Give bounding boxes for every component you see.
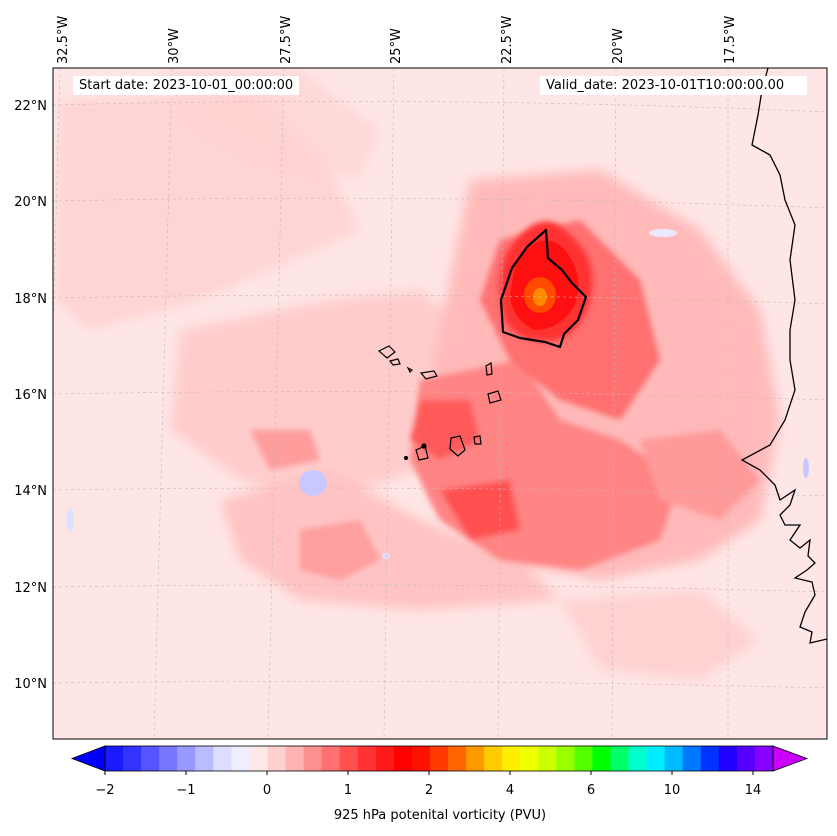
lat-label: 22°N	[14, 99, 47, 114]
colorbar-tick-label: 1	[344, 783, 352, 798]
latitude-labels: 22°N 20°N 18°N 16°N 14°N 12°N 10°N	[14, 99, 47, 692]
colorbar	[70, 745, 809, 775]
colorbar-tick-label: 10	[664, 783, 681, 798]
lon-label: 22.5°W	[500, 16, 515, 64]
colorbar-segment	[538, 746, 557, 771]
africa-coastline	[740, 68, 827, 644]
lat-label: 16°N	[14, 388, 47, 403]
cape-verde-islands	[377, 345, 502, 461]
start-date-label: Start date: 2023-10-01_00:00:00	[73, 76, 300, 95]
colorbar-segment	[393, 746, 413, 771]
lon-label: 17.5°W	[723, 16, 738, 64]
colorbar-segment	[105, 746, 124, 771]
lon-label: 20°W	[611, 28, 626, 64]
colorbar-segment	[303, 746, 323, 771]
longitude-labels: 32.5°W 30°W 27.5°W 25°W 22.5°W 20°W 17.5…	[56, 16, 738, 64]
colorbar-segment	[177, 746, 196, 771]
colorbar-segment	[664, 746, 684, 771]
colorbar-segment	[556, 746, 575, 771]
colorbar-extend-min	[70, 745, 106, 772]
colorbar-segment	[448, 746, 467, 771]
colorbar-segment	[646, 746, 666, 771]
colorbar-segment	[339, 746, 359, 771]
colorbar-segment	[357, 746, 377, 771]
lat-label: 12°N	[14, 581, 47, 596]
lat-label: 10°N	[14, 677, 47, 692]
colorbar-segment	[628, 746, 648, 771]
lon-label: 25°W	[389, 28, 404, 64]
lon-label: 30°W	[167, 28, 182, 64]
map-plot-area	[53, 68, 827, 739]
colorbar-segment	[466, 746, 485, 771]
colorbar-segment	[592, 746, 612, 771]
colorbar-segment	[502, 746, 521, 771]
colorbar-segment	[754, 746, 774, 771]
colorbar-segment	[718, 746, 738, 771]
lat-label: 14°N	[14, 484, 47, 499]
colorbar-segment	[213, 746, 232, 771]
valid-date-label: Valid_date: 2023-10-01T10:00:00.00	[540, 76, 807, 95]
colorbar-segment	[231, 746, 250, 771]
colorbar-segment	[159, 746, 178, 771]
colorbar-segment	[610, 746, 630, 771]
colorbar-segment	[411, 746, 431, 771]
colorbar-segment	[520, 746, 539, 771]
colorbar-frame	[104, 745, 774, 772]
colorbar-segment	[375, 746, 395, 771]
colorbar-segment	[141, 746, 160, 771]
colorbar-ticks: −2 −1 0 1 2 4 6 10 14	[95, 783, 761, 798]
pv-contour-line	[499, 228, 588, 349]
colorbar-segment	[195, 746, 214, 771]
lon-label: 27.5°W	[279, 16, 294, 64]
colorbar-tick-label: −1	[176, 783, 195, 798]
gridlines	[53, 68, 827, 739]
lat-label: 20°N	[14, 195, 47, 210]
colorbar-segment	[574, 746, 593, 771]
colorbar-segment	[321, 746, 341, 771]
colorbar-segment	[249, 746, 268, 771]
map-frame	[52, 67, 828, 740]
pv-negative-patches	[66, 229, 809, 559]
colorbar-segment	[123, 746, 142, 771]
lon-label: 32.5°W	[56, 16, 71, 64]
lat-label: 18°N	[14, 292, 47, 307]
colorbar-segment	[682, 746, 702, 771]
colorbar-tick-label: −2	[95, 783, 114, 798]
colorbar-tick-label: 6	[587, 783, 595, 798]
colorbar-tick-label: 0	[263, 783, 271, 798]
colorbar-segment	[285, 746, 305, 771]
colorbar-label: 925 hPa potenital vorticity (PVU)	[333, 808, 547, 823]
colorbar-segment	[429, 746, 449, 771]
colorbar-extend-max	[772, 745, 809, 772]
colorbar-tick-label: 2	[425, 783, 433, 798]
colorbar-segment	[700, 746, 720, 771]
colorbar-segment	[736, 746, 756, 771]
colorbar-tick-label: 4	[506, 783, 514, 798]
colorbar-tick-label: 14	[745, 783, 762, 798]
colorbar-segment	[484, 746, 503, 771]
colorbar-segment	[267, 746, 287, 771]
